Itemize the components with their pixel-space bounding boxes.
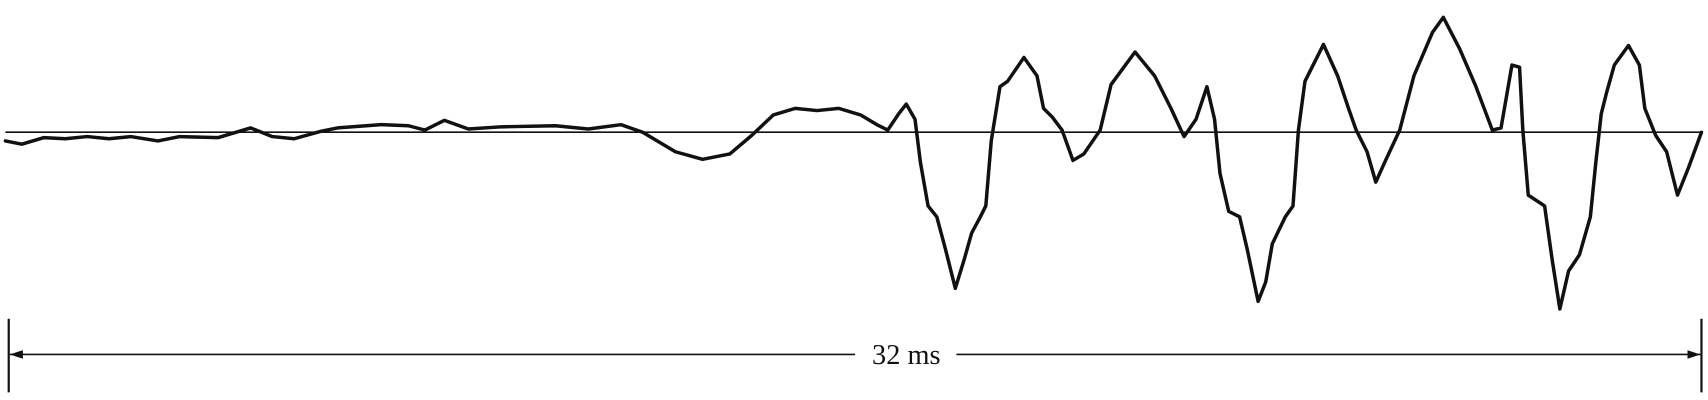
dimension-label: 32 ms bbox=[872, 340, 940, 371]
waveform bbox=[3, 15, 1704, 311]
